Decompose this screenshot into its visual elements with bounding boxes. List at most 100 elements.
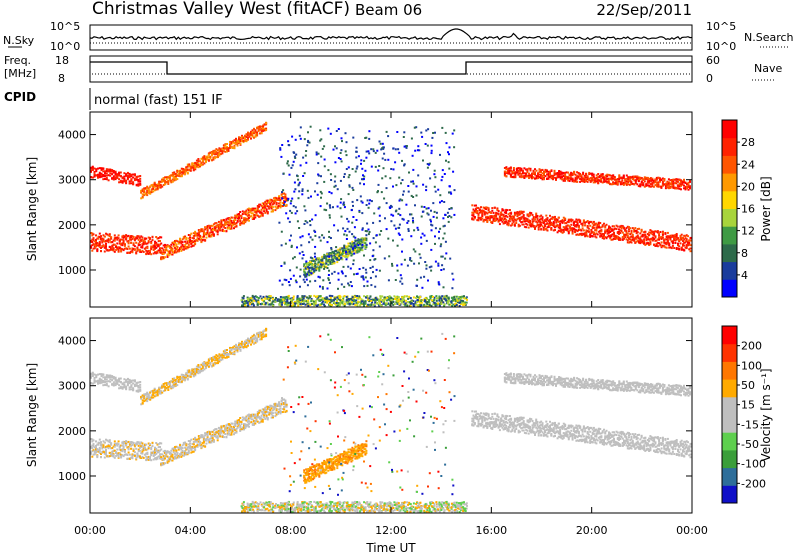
range-cell <box>108 249 111 252</box>
range-cell <box>125 234 128 237</box>
range-cell <box>556 176 559 179</box>
range-cell <box>661 181 664 184</box>
range-cell <box>558 171 561 174</box>
range-cell <box>641 241 644 244</box>
range-cell <box>105 168 108 171</box>
range-cell <box>198 165 201 168</box>
range-cell <box>203 155 206 158</box>
range-cell <box>432 202 435 205</box>
range-cell <box>552 220 555 223</box>
range-cell <box>385 228 388 231</box>
range-cell <box>120 247 123 250</box>
range-cell <box>603 176 606 179</box>
range-cell <box>332 259 335 262</box>
range-cell <box>606 173 609 176</box>
range-cell <box>666 183 669 186</box>
range-cell <box>372 237 375 240</box>
range-cell <box>326 255 329 258</box>
range-cell <box>601 173 604 176</box>
range-cell <box>309 125 312 128</box>
range-cell <box>670 240 673 243</box>
range-cell <box>126 171 129 174</box>
range-cell <box>508 169 511 172</box>
range-cell <box>192 237 195 240</box>
range-cell <box>130 175 133 178</box>
range-cell <box>253 136 255 139</box>
range-cell <box>597 230 600 233</box>
range-cell <box>655 183 658 186</box>
range-cell <box>304 209 307 212</box>
range-cell <box>532 225 535 228</box>
range-cell <box>299 126 302 129</box>
range-cell <box>420 242 423 245</box>
range-cell <box>392 214 395 217</box>
range-cell <box>491 209 494 212</box>
range-cell <box>270 207 273 210</box>
range-cell <box>510 217 513 220</box>
range-cell <box>362 240 365 243</box>
range-cell <box>128 236 131 239</box>
range-cell <box>209 231 212 234</box>
range-cell <box>126 178 129 181</box>
range-cell <box>523 172 526 175</box>
range-cell <box>266 211 269 213</box>
range-cell <box>615 182 618 184</box>
range-cell <box>299 268 302 271</box>
range-cell <box>278 197 281 200</box>
range-cell <box>143 247 146 250</box>
range-cell <box>183 173 186 176</box>
range-cell <box>575 225 578 228</box>
range-cell <box>570 178 573 181</box>
range-cell <box>289 297 292 300</box>
range-cell <box>260 125 263 128</box>
range-cell <box>189 167 192 170</box>
range-cell <box>355 150 358 153</box>
range-cell <box>601 224 604 227</box>
range-cell <box>626 232 629 235</box>
range-cell <box>331 262 334 265</box>
range-cell <box>481 215 484 217</box>
range-cell <box>271 199 274 202</box>
range-cell <box>241 213 244 215</box>
range-cell <box>244 221 247 224</box>
range-cell <box>326 300 329 303</box>
range-cell <box>559 227 562 230</box>
range-cell <box>284 197 287 200</box>
range-cell <box>564 177 567 180</box>
range-cell <box>547 176 550 179</box>
range-cell <box>300 300 303 303</box>
range-cell <box>107 170 110 173</box>
range-cell <box>431 136 434 139</box>
range-cell <box>121 177 124 179</box>
range-cell <box>147 241 150 244</box>
range-cell <box>107 241 110 244</box>
range-cell <box>516 215 519 218</box>
range-cell <box>424 143 427 145</box>
range-cell <box>441 299 443 302</box>
range-cell <box>281 192 284 195</box>
range-cell <box>328 204 331 207</box>
range-cell <box>118 171 121 174</box>
range-cell <box>658 180 661 183</box>
range-cell <box>624 180 627 182</box>
range-cell <box>337 248 340 251</box>
range-cell <box>264 211 267 214</box>
range-cell <box>343 206 346 209</box>
range-cell <box>580 174 583 177</box>
range-cell <box>595 178 598 181</box>
range-cell <box>307 141 310 143</box>
range-cell <box>608 225 610 228</box>
range-cell <box>681 183 684 186</box>
range-cell <box>174 251 176 254</box>
range-cell <box>378 220 381 223</box>
range-cell <box>341 140 343 143</box>
range-cell <box>536 218 539 221</box>
range-cell <box>245 136 248 138</box>
range-cell <box>570 171 573 174</box>
range-cell <box>340 283 343 286</box>
range-cell <box>485 211 488 214</box>
range-cell <box>321 298 324 301</box>
range-cell <box>478 211 481 214</box>
range-cell <box>170 247 173 250</box>
range-cell <box>192 169 195 172</box>
